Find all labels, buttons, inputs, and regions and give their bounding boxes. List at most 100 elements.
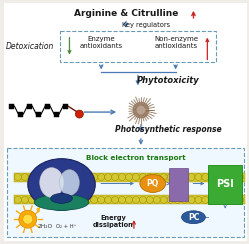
Circle shape	[56, 196, 63, 203]
Circle shape	[63, 173, 70, 181]
Circle shape	[209, 196, 216, 203]
Circle shape	[21, 173, 28, 181]
Circle shape	[188, 196, 195, 203]
Circle shape	[216, 196, 223, 203]
Circle shape	[133, 102, 149, 118]
Circle shape	[195, 173, 202, 181]
Circle shape	[125, 173, 132, 181]
Bar	[14, 195, 245, 204]
Circle shape	[167, 173, 174, 181]
Ellipse shape	[60, 170, 79, 195]
Circle shape	[77, 196, 84, 203]
Circle shape	[125, 196, 132, 203]
Bar	[60, 31, 216, 62]
Circle shape	[112, 173, 119, 181]
Text: Non-enzyme
antioxidants: Non-enzyme antioxidants	[155, 36, 199, 49]
Circle shape	[167, 196, 174, 203]
Circle shape	[160, 196, 167, 203]
Circle shape	[23, 214, 33, 224]
Circle shape	[19, 210, 37, 228]
Circle shape	[70, 196, 77, 203]
Circle shape	[181, 196, 188, 203]
Text: Photosynthetic response: Photosynthetic response	[115, 125, 222, 134]
Circle shape	[174, 196, 181, 203]
Circle shape	[91, 196, 98, 203]
Circle shape	[105, 173, 112, 181]
Ellipse shape	[182, 211, 205, 224]
Text: PC: PC	[188, 213, 199, 222]
Circle shape	[70, 173, 77, 181]
Circle shape	[209, 173, 216, 181]
Text: Enzyme
antioxidants: Enzyme antioxidants	[80, 36, 123, 49]
Circle shape	[49, 196, 56, 203]
Circle shape	[35, 173, 42, 181]
Circle shape	[49, 173, 56, 181]
Bar	[208, 165, 242, 204]
Ellipse shape	[34, 194, 89, 210]
Circle shape	[139, 173, 146, 181]
Bar	[7, 148, 244, 237]
Circle shape	[35, 196, 42, 203]
Text: O₂ + H⁺: O₂ + H⁺	[56, 224, 77, 229]
Circle shape	[84, 196, 91, 203]
Circle shape	[98, 173, 105, 181]
Circle shape	[75, 110, 83, 118]
Circle shape	[98, 196, 105, 203]
Circle shape	[146, 173, 153, 181]
Circle shape	[195, 196, 202, 203]
Circle shape	[230, 173, 237, 181]
Circle shape	[42, 173, 49, 181]
Ellipse shape	[51, 193, 72, 203]
Bar	[14, 173, 245, 182]
Text: Phytotoxicity: Phytotoxicity	[137, 76, 200, 85]
Circle shape	[112, 196, 119, 203]
Ellipse shape	[40, 168, 63, 197]
Circle shape	[132, 196, 139, 203]
Circle shape	[146, 196, 153, 203]
Circle shape	[223, 196, 230, 203]
Ellipse shape	[28, 159, 95, 210]
Text: Key regulators: Key regulators	[122, 22, 170, 28]
Text: Energy
dissipation: Energy dissipation	[93, 215, 133, 228]
Text: PSI: PSI	[216, 180, 234, 190]
Circle shape	[230, 196, 237, 203]
Circle shape	[202, 196, 209, 203]
Bar	[9, 104, 14, 109]
Circle shape	[237, 173, 244, 181]
Circle shape	[139, 196, 146, 203]
Circle shape	[119, 173, 125, 181]
Circle shape	[14, 173, 21, 181]
Text: PQ: PQ	[147, 179, 159, 188]
Circle shape	[77, 173, 84, 181]
Circle shape	[223, 173, 230, 181]
Circle shape	[63, 196, 70, 203]
Circle shape	[28, 196, 35, 203]
Text: 2H₂O: 2H₂O	[37, 224, 52, 229]
Text: Detoxication: Detoxication	[5, 42, 54, 51]
Circle shape	[160, 173, 167, 181]
Circle shape	[119, 196, 125, 203]
Bar	[63, 104, 68, 109]
Circle shape	[14, 196, 21, 203]
Bar	[36, 112, 41, 117]
Bar	[27, 104, 32, 109]
Circle shape	[202, 173, 209, 181]
Circle shape	[28, 173, 35, 181]
Bar	[45, 104, 50, 109]
Circle shape	[105, 196, 112, 203]
Circle shape	[56, 173, 63, 181]
Circle shape	[181, 173, 188, 181]
Text: Block electron transport: Block electron transport	[86, 155, 186, 161]
Circle shape	[174, 173, 181, 181]
Bar	[169, 168, 188, 201]
Circle shape	[216, 173, 223, 181]
Ellipse shape	[140, 174, 166, 193]
Circle shape	[237, 196, 244, 203]
Circle shape	[91, 173, 98, 181]
Circle shape	[188, 173, 195, 181]
Circle shape	[132, 173, 139, 181]
Circle shape	[84, 173, 91, 181]
Bar	[18, 112, 23, 117]
Circle shape	[153, 173, 160, 181]
Circle shape	[42, 196, 49, 203]
